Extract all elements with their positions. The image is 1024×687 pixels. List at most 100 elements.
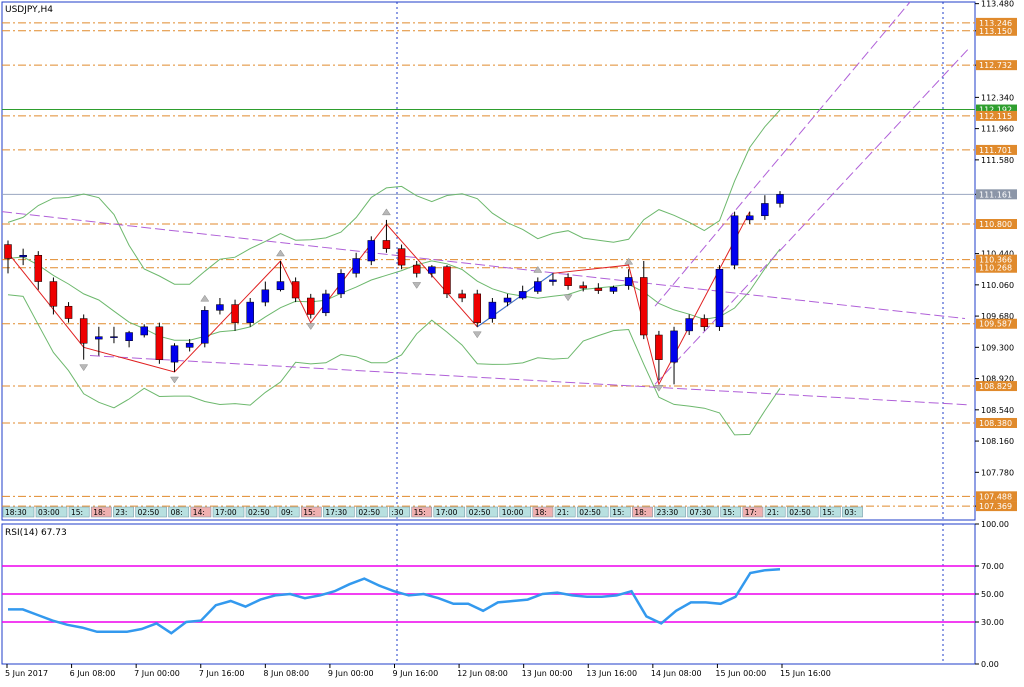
bullish-candle[interactable] [201, 310, 209, 344]
bullish-candle[interactable] [549, 279, 557, 282]
bearish-candle[interactable] [291, 281, 300, 299]
bullish-candle[interactable] [216, 304, 224, 311]
bearish-candle[interactable] [640, 277, 648, 336]
session-label-tag [245, 506, 278, 518]
session-label-text: 15: [414, 508, 426, 517]
bearish-candle[interactable] [458, 293, 466, 299]
price-tick-label: 110.060 [981, 281, 1014, 290]
bullish-candle[interactable] [352, 258, 360, 274]
bearish-candle[interactable] [306, 297, 315, 315]
price-tick-label: 108.540 [981, 406, 1014, 415]
bearish-candle[interactable] [412, 264, 421, 274]
bullish-candle[interactable] [776, 194, 784, 204]
bearish-candle[interactable] [655, 334, 663, 360]
zigzag-line [7, 211, 751, 386]
bullish-candle[interactable] [745, 215, 754, 221]
bullish-candle[interactable] [488, 301, 497, 319]
session-label-text: 17:00 [436, 508, 458, 517]
rsi-tick-label: 0.00 [981, 660, 999, 669]
bullish-candle[interactable] [19, 254, 27, 258]
time-tick-label: 8 Jun 08:00 [263, 669, 309, 678]
bullish-candle[interactable] [534, 281, 542, 292]
session-label-tag [819, 506, 841, 518]
bollinger-lower-band [7, 294, 781, 436]
rsi-tick-label: 100.00 [981, 520, 1009, 529]
bullish-candle[interactable] [170, 345, 179, 363]
time-tick-label: 7 Jun 16:00 [199, 669, 245, 678]
time-tick-label: 9 Jun 00:00 [328, 669, 374, 678]
rsi-indicator-area[interactable] [1, 523, 976, 665]
bullish-candle[interactable] [110, 336, 118, 338]
session-label-tag [389, 506, 410, 518]
price-level-badge [976, 17, 1017, 28]
bullish-candle[interactable] [246, 301, 254, 323]
bullish-candle[interactable] [609, 287, 618, 292]
bullish-candle[interactable] [685, 318, 693, 332]
bearish-candle[interactable] [34, 254, 43, 282]
session-label-text: 03:00 [38, 508, 60, 517]
bullish-candle[interactable] [95, 336, 103, 340]
bullish-candle[interactable] [670, 330, 678, 363]
bearish-candle[interactable] [155, 326, 164, 360]
price-level-badge [976, 144, 1017, 155]
price-tick-label: 112.340 [981, 93, 1014, 102]
session-label-tag [632, 506, 653, 518]
session-label-tag [356, 506, 388, 518]
time-tick-label: 7 Jun 00:00 [134, 669, 180, 678]
bullish-candle[interactable] [624, 277, 633, 286]
bullish-candle[interactable] [503, 297, 512, 303]
bullish-candle[interactable] [337, 273, 345, 295]
bullish-candle[interactable] [367, 240, 376, 262]
session-label-tag [532, 506, 554, 518]
bullish-candle[interactable] [518, 291, 527, 299]
price-level-badge-text: 108.829 [979, 382, 1012, 391]
bearish-candle[interactable] [4, 244, 12, 259]
session-label-tag [609, 506, 631, 518]
session-label-tag [135, 506, 167, 518]
price-tick-label: 109.300 [981, 343, 1014, 352]
channel-line-upper [654, 1, 911, 307]
bullish-candle[interactable] [428, 266, 436, 274]
fractal-up-arrow [533, 265, 543, 273]
bearish-candle[interactable] [64, 305, 73, 319]
bearish-candle[interactable] [579, 285, 587, 289]
session-label-tag [554, 506, 576, 518]
bullish-candle[interactable] [185, 342, 194, 348]
bullish-candle[interactable] [276, 281, 285, 291]
bullish-candle[interactable] [322, 293, 330, 314]
time-tick-label: 13 Jun 16:00 [586, 669, 637, 678]
bullish-candle[interactable] [140, 326, 148, 336]
bearish-candle[interactable] [473, 293, 482, 323]
bearish-candle[interactable] [231, 304, 239, 323]
bearish-candle[interactable] [49, 281, 58, 307]
bearish-candle[interactable] [79, 318, 88, 344]
session-label-tag [212, 506, 245, 518]
bearish-candle[interactable] [594, 287, 603, 291]
bollinger-upper-band [7, 109, 781, 285]
bullish-candle[interactable] [715, 268, 724, 328]
price-level-badge [976, 491, 1017, 502]
price-level-badge [976, 219, 1017, 229]
rsi-tick-label: 30.00 [981, 618, 1004, 627]
session-label-tag [2, 506, 35, 518]
price-level-badge-text: 112.192 [979, 106, 1012, 115]
time-tick-label: 15 Jun 00:00 [715, 669, 766, 678]
bullish-candle[interactable] [261, 289, 270, 303]
fractal-down-arrow [170, 376, 179, 384]
bearish-candle[interactable] [564, 277, 572, 286]
session-label-text: 02:50 [248, 508, 270, 517]
bearish-candle[interactable] [443, 266, 451, 295]
bullish-candle[interactable] [761, 203, 769, 217]
bearish-candle[interactable] [397, 248, 406, 266]
price-tick-label: 111.580 [981, 156, 1014, 165]
session-label-tag [499, 506, 532, 518]
bearish-candle[interactable] [382, 240, 391, 249]
session-label-tag [466, 506, 499, 518]
bearish-candle[interactable] [700, 318, 709, 328]
bullish-candle[interactable] [125, 332, 133, 342]
price-chart-area[interactable]: 18:30 03:00 15: 18: 23: 02:50 08: 14: 17:00 02:50… [1, 1, 976, 521]
bullish-candle[interactable] [730, 215, 739, 266]
price-level-badge [976, 254, 1017, 265]
session-label-tag [720, 506, 742, 518]
